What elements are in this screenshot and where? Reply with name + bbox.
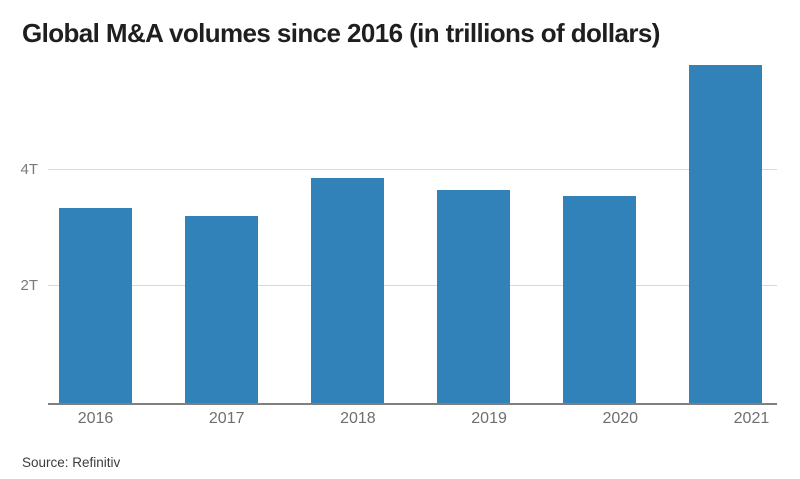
x-tick-label-2021: 2021 xyxy=(733,410,770,427)
source-note: Source: Refinitiv xyxy=(22,455,121,470)
y-tick-label-4t: 4T xyxy=(20,160,38,178)
x-axis-labels: 2016 2017 2018 2019 2020 2021 xyxy=(48,409,800,429)
bar-2019 xyxy=(437,190,510,403)
gridline-4t xyxy=(48,168,777,170)
bar-group xyxy=(48,53,777,403)
bar-2020 xyxy=(563,195,636,403)
x-tick-label-2020: 2020 xyxy=(602,410,639,427)
y-tick-label-2t: 2T xyxy=(20,277,38,295)
bar-2017 xyxy=(185,216,258,403)
bar-2018 xyxy=(311,178,384,403)
x-tick-label-2018: 2018 xyxy=(340,410,376,427)
bar-2016 xyxy=(59,207,132,403)
x-tick-label-2017: 2017 xyxy=(208,410,245,427)
x-tick-label-2016: 2016 xyxy=(77,410,114,427)
gridline-2t xyxy=(48,285,777,287)
x-tick-label-2019: 2019 xyxy=(471,410,507,427)
plot-area xyxy=(48,53,777,405)
bar-2021 xyxy=(689,64,762,403)
chart-title: Global M&A volumes since 2016 (in trilli… xyxy=(22,18,660,48)
